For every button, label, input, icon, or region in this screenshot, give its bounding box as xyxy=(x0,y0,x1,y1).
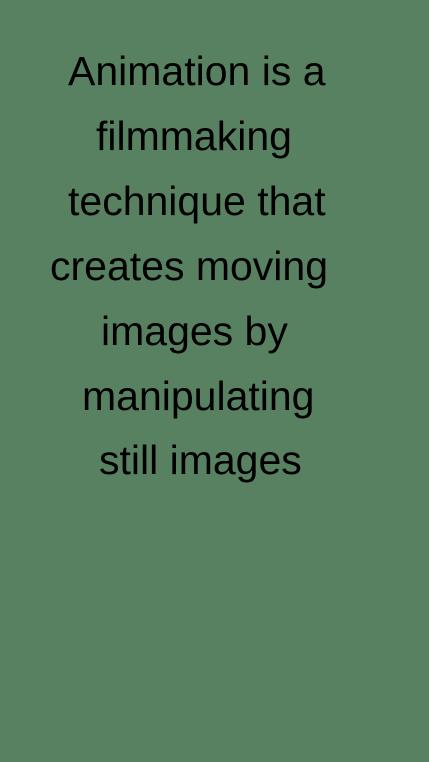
caption-line-5: images by xyxy=(101,307,288,354)
caption-line-7: still images xyxy=(99,437,302,484)
caption-line-1: Animation is a xyxy=(68,48,326,94)
caption-line-4: creates moving xyxy=(50,242,329,289)
caption-text: Animation is a filmmaking technique that… xyxy=(0,39,429,493)
caption-line-2: filmmaking xyxy=(96,112,292,159)
caption-line-6: manipulating xyxy=(82,372,315,419)
caption-line-3: technique that xyxy=(68,177,326,224)
